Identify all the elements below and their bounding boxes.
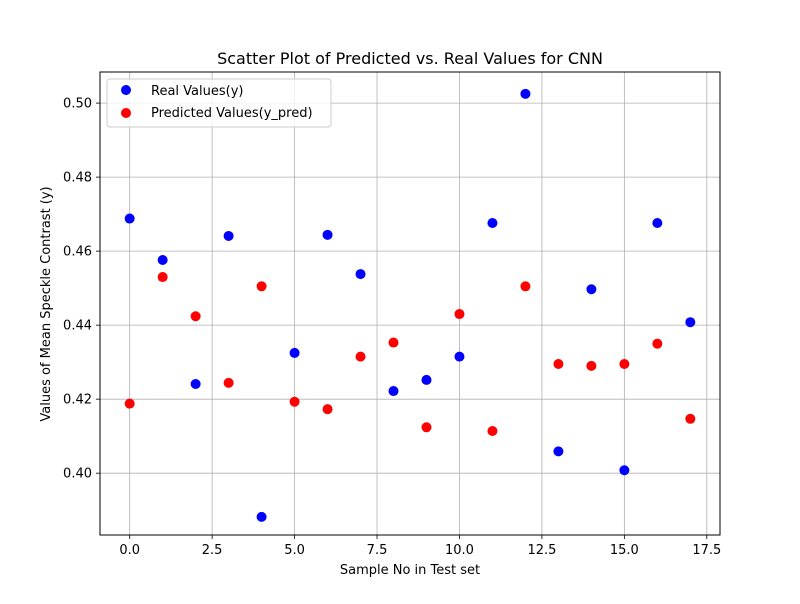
real-value-point — [190, 378, 201, 389]
x-tick-label: 0.0 — [119, 543, 140, 558]
legend-label-real: Real Values(y) — [151, 84, 243, 99]
predicted-value-point — [553, 359, 564, 370]
x-tick-label: 5.0 — [284, 543, 305, 558]
chart-title: Scatter Plot of Predicted vs. Real Value… — [217, 49, 603, 68]
predicted-value-point — [586, 360, 597, 371]
predicted-value-point — [256, 281, 267, 292]
real-value-point — [124, 213, 135, 224]
real-value-point — [289, 347, 300, 358]
y-tick-label: 0.42 — [63, 393, 92, 408]
predicted-value-point — [520, 281, 531, 292]
x-axis-label: Sample No in Test set — [340, 563, 480, 578]
x-tick-label: 17.5 — [692, 543, 721, 558]
real-value-point — [388, 386, 399, 397]
real-value-point — [421, 374, 432, 385]
legend-marker-real — [121, 85, 131, 95]
predicted-value-point — [421, 422, 432, 433]
real-value-point — [652, 218, 663, 229]
predicted-value-point — [124, 398, 135, 409]
real-value-point — [355, 269, 366, 280]
predicted-value-point — [619, 359, 630, 370]
x-tick-label: 10.0 — [445, 543, 474, 558]
real-value-point — [553, 446, 564, 457]
real-value-point — [223, 230, 234, 241]
x-tick-label: 12.5 — [527, 543, 556, 558]
data-points — [124, 88, 696, 522]
predicted-value-point — [652, 338, 663, 349]
legend-marker-predicted — [121, 108, 131, 118]
real-value-point — [586, 284, 597, 295]
y-tick-label: 0.46 — [63, 245, 92, 260]
real-value-point — [322, 229, 333, 240]
real-value-point — [157, 255, 168, 266]
y-tick-label: 0.50 — [63, 97, 92, 112]
predicted-value-point — [388, 337, 399, 348]
x-tick-label: 15.0 — [610, 543, 639, 558]
predicted-value-point — [190, 311, 201, 322]
y-tick-label: 0.40 — [63, 467, 92, 482]
plot-frame — [99, 71, 721, 536]
grid — [100, 72, 720, 535]
y-tick-label: 0.44 — [63, 319, 92, 334]
real-value-point — [685, 317, 696, 328]
predicted-value-point — [322, 404, 333, 415]
predicted-value-point — [685, 413, 696, 424]
legend-label-predicted: Predicted Values(y_pred) — [151, 106, 313, 121]
predicted-value-point — [289, 396, 300, 407]
real-value-point — [454, 351, 465, 362]
x-tick-label: 7.5 — [367, 543, 388, 558]
predicted-value-point — [487, 426, 498, 437]
legend-box — [106, 78, 332, 128]
predicted-value-point — [157, 272, 168, 283]
x-tick-label: 2.5 — [202, 543, 223, 558]
real-value-point — [520, 88, 531, 99]
predicted-value-point — [355, 351, 366, 362]
legend: Real Values(y) Predicted Values(y_pred) — [106, 78, 332, 128]
predicted-value-point — [454, 309, 465, 320]
axis-ticks: 0.0 2.5 5.0 7.5 10.0 12.5 15.0 17.5 0.40 0.42 0.44… — [63, 97, 721, 558]
y-tick-label: 0.48 — [63, 171, 92, 186]
real-value-point — [256, 511, 267, 522]
real-value-point — [619, 465, 630, 476]
real-value-point — [487, 218, 498, 229]
predicted-value-point — [223, 377, 234, 388]
y-axis-label: Values of Mean Speckle Contrast (y) — [39, 186, 54, 421]
